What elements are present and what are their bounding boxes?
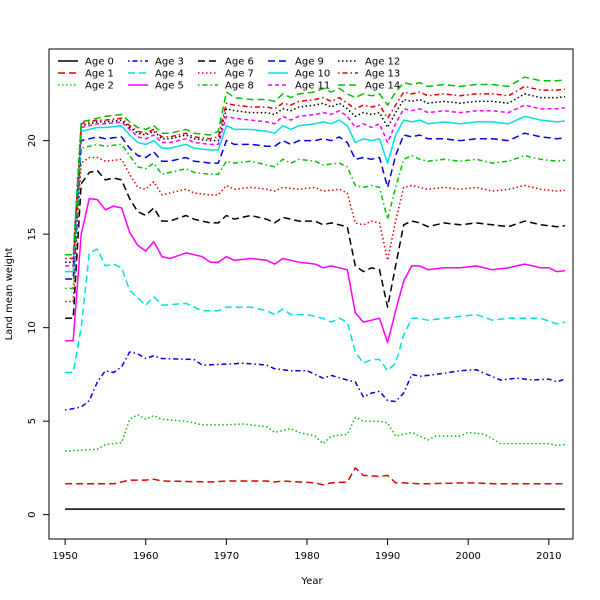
series-line-age-4 <box>65 248 566 374</box>
legend-label-age-0: Age 0 <box>85 57 114 68</box>
y-tick-label: 20 <box>27 134 38 147</box>
series-line-age-8 <box>65 143 565 290</box>
legend-label-age-9: Age 9 <box>295 57 324 68</box>
series-line-age-10 <box>65 115 565 273</box>
x-axis-title: Year <box>300 576 323 587</box>
y-tick-label: 0 <box>27 511 38 517</box>
series-layer <box>64 76 566 510</box>
x-axis: 1950 1960 1970 1980 1990 2000 2010 <box>52 538 562 562</box>
legend-label-age-8: Age 8 <box>225 81 254 92</box>
legend-label-age-3: Age 3 <box>155 57 184 68</box>
series-line-age-5 <box>65 197 565 344</box>
series-line-age-12 <box>65 93 565 263</box>
x-tick-label: 1950 <box>52 551 77 562</box>
series-line-age-2 <box>65 413 565 452</box>
legend-label-age-11: Age 11 <box>295 81 330 92</box>
legend-label-age-5: Age 5 <box>155 81 184 92</box>
series-line-age-1 <box>65 467 565 486</box>
x-tick-label: 1990 <box>375 551 400 562</box>
legend-label-age-2: Age 2 <box>85 81 114 92</box>
y-tick-label: 10 <box>27 321 38 334</box>
series-line-age-11 <box>65 104 565 267</box>
series-line-age-13 <box>65 85 565 260</box>
series-line-age-14 <box>65 76 565 256</box>
legend-label-age-6: Age 6 <box>225 57 254 68</box>
legend-label-age-4: Age 4 <box>155 69 184 80</box>
series-line-age-3 <box>64 351 566 411</box>
legend-label-age-12: Age 12 <box>365 57 400 68</box>
x-tick-label: 1980 <box>294 551 319 562</box>
y-tick-label: 5 <box>27 418 38 424</box>
legend-label-age-10: Age 10 <box>295 69 330 80</box>
legend-label-age-13: Age 13 <box>365 69 400 80</box>
x-tick-label: 1960 <box>133 551 158 562</box>
y-axis-title: Land mean weight <box>4 248 15 341</box>
x-tick-label: 1970 <box>214 551 239 562</box>
series-line-age-7 <box>65 156 565 303</box>
legend-label-age-7: Age 7 <box>225 69 254 80</box>
x-tick-label: 2000 <box>455 551 480 562</box>
series-line-age-6 <box>65 169 565 320</box>
legend-label-age-1: Age 1 <box>85 69 114 80</box>
y-axis: 0 5 10 15 20 <box>27 134 50 518</box>
y-tick-label: 15 <box>27 228 38 241</box>
legend-label-age-14: Age 14 <box>365 81 400 92</box>
x-tick-label: 2010 <box>536 551 561 562</box>
series-line-age-9 <box>65 132 565 280</box>
